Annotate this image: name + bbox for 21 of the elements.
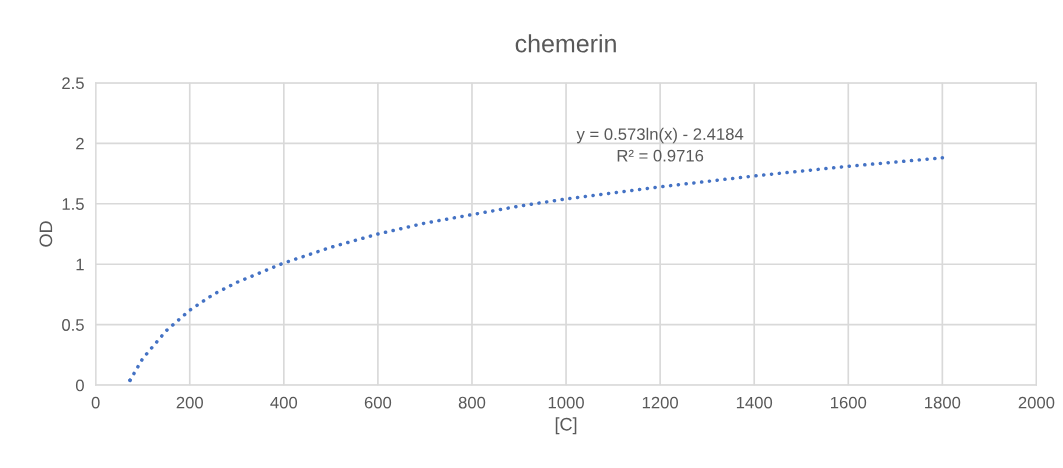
annotation: y = 0.573ln(x) - 2.4184 R² = 0.9716 [576, 127, 744, 162]
y-axis-title: OD [39, 221, 53, 247]
x-tick-label: 400 [270, 396, 298, 409]
x-tick-label: 2000 [1018, 396, 1055, 409]
x-tick-label: 1800 [925, 396, 961, 409]
y-tick-label: 2.5 [62, 77, 84, 90]
x-tick-label: 200 [176, 396, 203, 409]
y-tick-label: 1.5 [62, 198, 84, 210]
x-axis-title: [C] [555, 417, 577, 435]
x-tick-label: 1000 [548, 396, 584, 409]
x-tick-label: 1400 [736, 396, 773, 409]
chart-title: chemerin [515, 34, 616, 53]
x-tick-label: 1600 [831, 396, 867, 409]
x-tick-label: 1200 [642, 396, 679, 409]
x-tick-label: 800 [458, 396, 486, 409]
y-tick-label: 2 [76, 137, 84, 150]
y-tick-label: 0 [75, 379, 84, 392]
x-tick-label: 0 [91, 396, 100, 409]
x-tick-label: 600 [364, 396, 392, 409]
y-tick-label: 0.5 [62, 319, 84, 331]
y-tick-label: 1 [76, 258, 84, 271]
